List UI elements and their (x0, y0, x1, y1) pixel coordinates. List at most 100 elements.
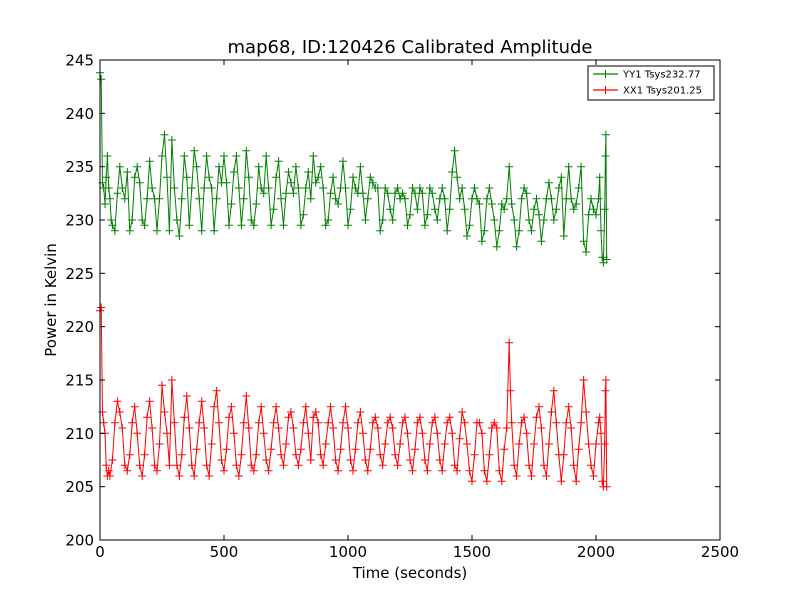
data-point (190, 472, 199, 480)
data-point (294, 461, 303, 470)
data-point (104, 466, 113, 475)
data-point (316, 450, 325, 459)
data-point (527, 472, 536, 480)
data-point (559, 450, 568, 459)
data-point (592, 210, 600, 219)
data-point (420, 221, 429, 230)
data-point (232, 152, 241, 160)
data-point (477, 429, 486, 438)
data-point (527, 226, 536, 235)
chart-title: map68, ID:120426 Calibrated Amplitude (228, 37, 593, 58)
data-point (497, 200, 506, 208)
data-point (602, 255, 611, 264)
data-point (195, 194, 204, 203)
data-point (128, 216, 137, 224)
data-point (480, 226, 489, 235)
data-point (99, 418, 108, 427)
data-point (411, 445, 419, 454)
data-point (148, 184, 157, 192)
data-point (115, 162, 124, 171)
data-point (185, 424, 194, 432)
data-point (497, 477, 506, 486)
data-point (597, 429, 605, 438)
data-point (480, 466, 489, 475)
data-point (282, 440, 290, 448)
data-point (413, 205, 422, 214)
data-point (458, 184, 467, 192)
data-point (125, 226, 134, 235)
data-point (391, 189, 400, 198)
data-point (172, 216, 181, 224)
data-point (547, 408, 556, 416)
x-axis-title: Time (seconds) (352, 564, 468, 582)
data-point (512, 472, 521, 480)
data-point (252, 200, 261, 208)
data-point (331, 194, 340, 203)
data-point (428, 418, 437, 427)
data-point (537, 424, 546, 432)
data-point (505, 338, 514, 347)
data-point (324, 216, 333, 224)
data-point (552, 418, 561, 427)
data-point (569, 461, 578, 470)
data-point (269, 418, 278, 427)
data-point (105, 472, 114, 480)
data-point (599, 258, 608, 267)
data-point (420, 456, 429, 464)
data-point (113, 189, 122, 198)
x-tick-label: 500 (210, 543, 239, 561)
data-point (205, 173, 214, 182)
legend: YY1 Tsys232.77 XX1 Tsys201.25 (587, 65, 715, 101)
data-point (492, 424, 501, 432)
data-point (339, 157, 347, 166)
data-point (101, 200, 109, 208)
data-point (564, 402, 573, 411)
data-point (393, 461, 402, 470)
series-0 (96, 68, 611, 267)
data-point (406, 210, 414, 219)
data-point (383, 189, 392, 198)
data-point (153, 466, 161, 475)
data-point (433, 429, 442, 438)
data-point (595, 413, 604, 422)
data-point (579, 376, 588, 384)
data-point (450, 146, 459, 155)
data-point (155, 440, 164, 448)
data-point (587, 194, 595, 203)
data-point (458, 408, 467, 416)
data-point (376, 226, 385, 235)
data-point (490, 216, 499, 224)
data-point (577, 162, 586, 171)
data-point (259, 429, 268, 438)
data-point (287, 178, 295, 187)
data-point (105, 194, 114, 203)
data-point (160, 130, 169, 139)
data-point (601, 130, 610, 139)
data-point (339, 418, 347, 427)
data-point (210, 226, 219, 235)
data-point (473, 194, 481, 203)
data-point (301, 184, 310, 192)
data-point (448, 429, 457, 438)
data-point (227, 402, 236, 411)
data-point (272, 173, 281, 182)
data-point (334, 200, 343, 208)
data-point (170, 418, 179, 427)
data-point (535, 402, 543, 411)
data-point (197, 226, 206, 235)
data-point (378, 216, 387, 224)
data-point (510, 461, 519, 470)
data-point (242, 392, 251, 400)
series-layer (96, 68, 611, 491)
data-point (413, 418, 422, 427)
data-point (222, 445, 231, 454)
data-point (200, 184, 209, 192)
data-point (102, 173, 111, 182)
x-tick-label: 0 (95, 543, 105, 561)
data-point (463, 440, 471, 448)
data-point (143, 413, 152, 422)
data-point (239, 194, 248, 203)
data-point (368, 178, 377, 187)
x-tick-label: 2500 (701, 543, 739, 561)
data-point (356, 162, 365, 171)
